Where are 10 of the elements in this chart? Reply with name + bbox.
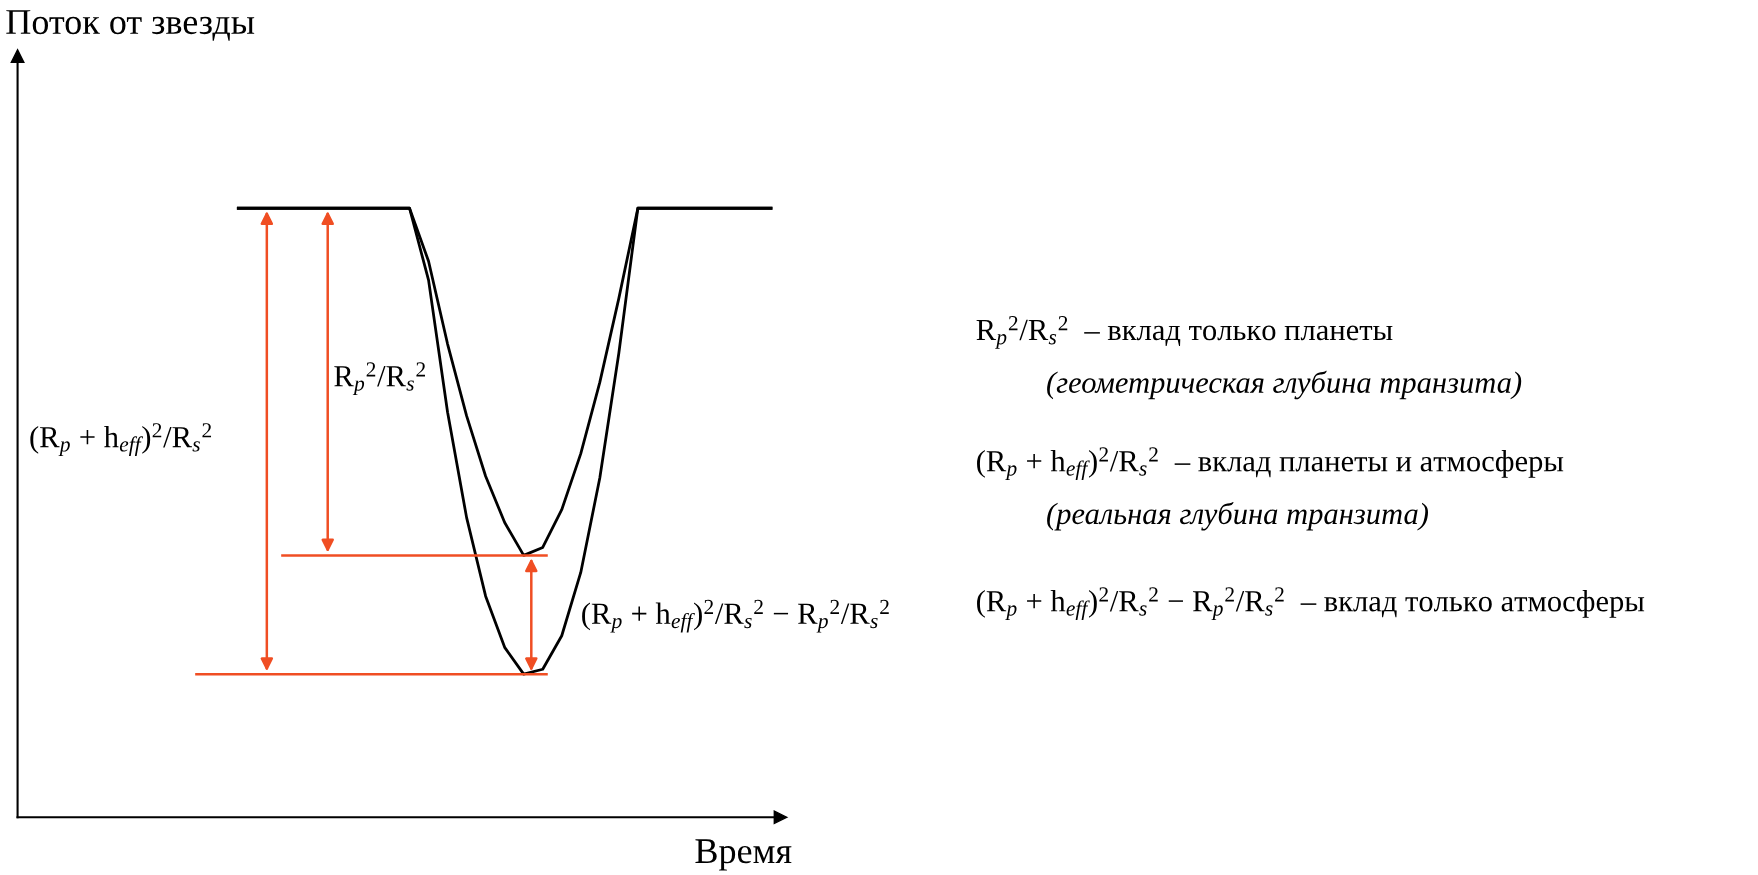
annotation: R$_{p}$$^{2}$/R$_{s}$$^{2}$ — [334, 362, 425, 396]
y-axis-title: Поток от звезды — [6, 10, 255, 41]
text: (геометрическая глубина транзита) — [1047, 370, 1522, 400]
text: (реальная глубина транзита) — [1047, 502, 1429, 531]
text: (R$_{p}$ + h$_{eff}$)$^{2}$/R$_{s}$$^{2}$ — [30, 423, 212, 456]
x-axis-title: Время — [695, 839, 792, 871]
text: (R$_{p}$ + h$_{eff}$)$^{2}$/R$_{s}$$^{2}$ − R$_{p}$$^{2}$/R$_{s}$$^{2}$ – вклад только атмосферы — [977, 587, 1645, 620]
text: (R$_{p}$ + h$_{eff}$)$^{2}$/R$_{s}$$^{2}$ − R$_{p}$$^{2}$/R$_{s}$$^{2}$ — [582, 599, 889, 633]
text: R$_{p}$$^{2}$/R$_{s}$$^{2}$ – вклад только планеты — [976, 316, 1393, 349]
text: (R$_{p}$ + h$_{eff}$)$^{2}$/R$_{s}$$^{2}$ – вклад планеты и атмосферы — [977, 447, 1564, 480]
